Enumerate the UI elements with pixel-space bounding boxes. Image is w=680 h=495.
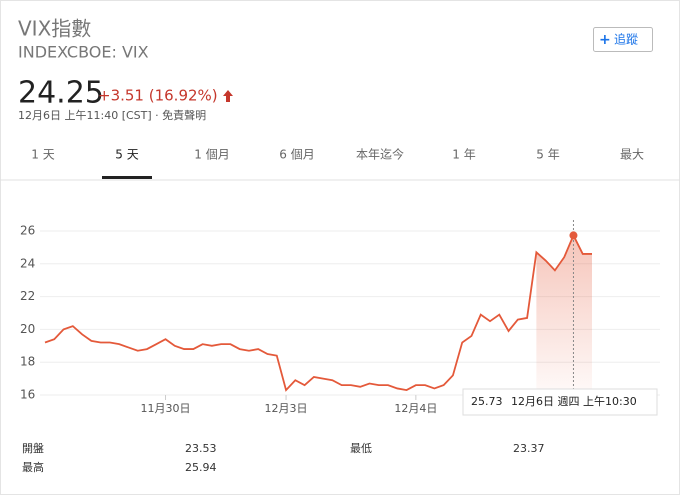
tab-underline <box>102 176 152 179</box>
tab[interactable]: 1 天 <box>31 148 54 162</box>
price: 24.25 <box>18 76 104 111</box>
change: +3.51 (16.92%) <box>98 87 218 105</box>
chart: 16 18 20 22 24 26 11月30日 12月3日 12月4日 25.73 12月6日 週… <box>20 220 660 416</box>
tab[interactable]: 最大 <box>620 148 644 162</box>
stat-label: 最低 <box>350 442 372 455</box>
x-tick-label: 11月30日 <box>141 402 191 415</box>
plus-icon: + <box>599 32 611 48</box>
tab[interactable]: 1 個月 <box>194 148 229 162</box>
y-tick-label: 16 <box>20 388 35 402</box>
price-line <box>44 233 592 392</box>
tooltip-date: 12月6日 週四 上午10:30 <box>511 395 637 408</box>
follow-button[interactable]: + 追蹤 <box>593 27 653 52</box>
tab[interactable]: 本年迄今 <box>356 147 404 162</box>
tab[interactable]: 5 年 <box>536 148 559 162</box>
follow-box[interactable] <box>593 27 653 52</box>
stat-value: 23.53 <box>185 442 217 455</box>
tab[interactable]: 1 年 <box>452 148 475 162</box>
y-tick-label: 20 <box>20 322 35 336</box>
tabs: 1 天 5 天 1 個月 6 個月 本年迄今 1 年 5 年 最大 <box>31 147 644 179</box>
stat-label: 開盤 <box>22 442 44 455</box>
y-tick-label: 18 <box>20 355 35 369</box>
hover-point <box>569 231 578 240</box>
up-arrow <box>223 90 233 102</box>
tooltip-value: 25.73 <box>471 395 503 408</box>
y-tick-label: 26 <box>20 224 35 238</box>
stat-value: 25.94 <box>185 461 217 474</box>
tab[interactable]: 6 個月 <box>279 148 314 162</box>
title: VIX指數 <box>18 17 91 41</box>
tooltip-box <box>462 388 658 416</box>
x-tick-label: 12月4日 <box>394 402 437 415</box>
timestamp: 12月6日 上午11:40 [CST] · 免責聲明 <box>18 108 206 122</box>
tab[interactable]: 5 天 <box>115 148 138 162</box>
ticker: INDEXCBOE: VIX <box>18 43 149 62</box>
x-tick-label: 12月3日 <box>265 402 308 415</box>
area <box>536 235 592 395</box>
y-tick-label: 24 <box>20 256 35 270</box>
stats: 開盤 23.53 最低 23.37 最高 25.94 <box>22 442 545 474</box>
stat-value: 23.37 <box>513 442 545 455</box>
follow-label[interactable]: 追蹤 <box>614 32 638 47</box>
stat-label: 最高 <box>22 460 44 474</box>
y-tick-label: 22 <box>20 289 35 303</box>
